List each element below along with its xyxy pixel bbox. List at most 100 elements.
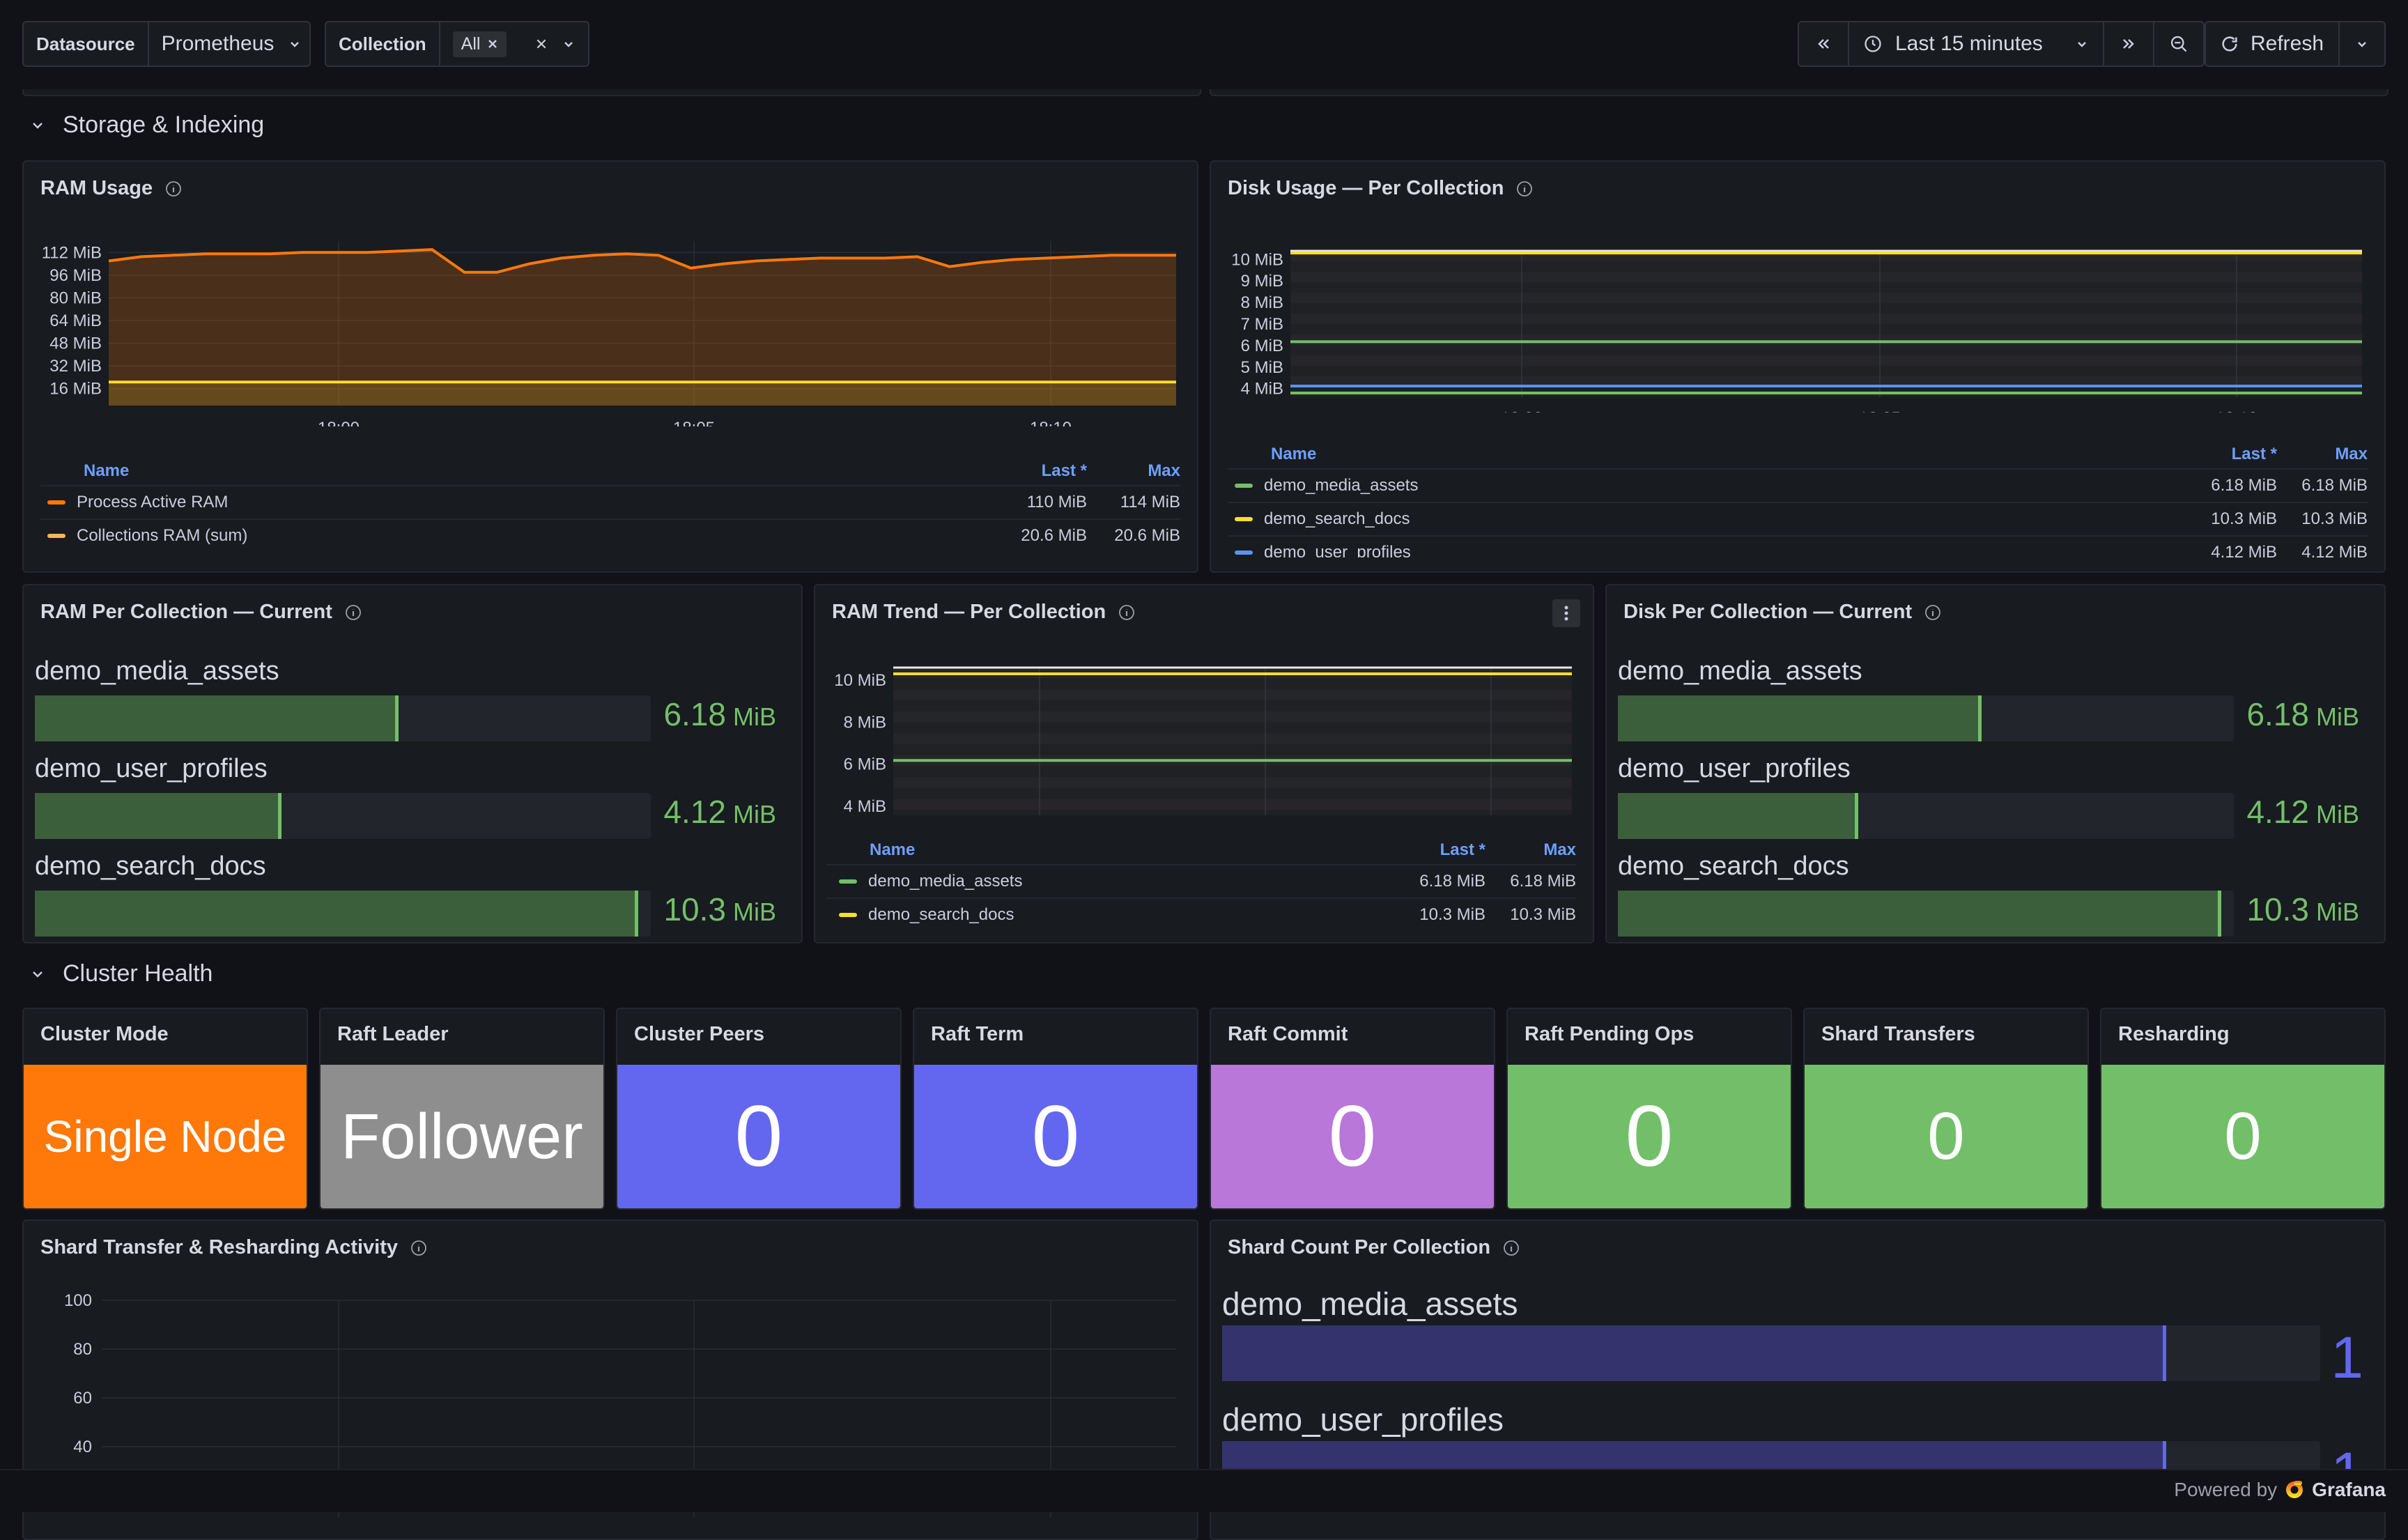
panel-title-text: Shard Count Per Collection: [1228, 1236, 1491, 1258]
legend-last-header[interactable]: Last *: [2231, 445, 2277, 463]
row-storage-indexing[interactable]: Storage & Indexing: [31, 111, 264, 139]
legend-max-header[interactable]: Max: [2335, 445, 2368, 463]
bar-track: [35, 793, 651, 839]
legend-table: Name Last * Max Process Active RAM 110 M…: [40, 457, 1180, 552]
series-line: [108, 248, 1176, 274]
info-icon[interactable]: [345, 604, 362, 621]
chevron-down-icon: [2078, 42, 2086, 47]
info-icon[interactable]: [1924, 604, 1941, 621]
chevron-down-icon: [291, 42, 300, 47]
y-tick-label: 6 MiB: [844, 755, 886, 774]
band: [893, 810, 1572, 815]
bar-label: demo_search_docs: [1618, 852, 1849, 881]
y-tick-label: 6 MiB: [1241, 337, 1283, 355]
legend-row[interactable]: demo_user_profiles 4.12 MiB 4.12 MiB: [1228, 537, 2368, 557]
legend-row[interactable]: demo_media_assets 6.18 MiB 6.18 MiB: [1228, 470, 2368, 503]
info-icon[interactable]: [410, 1240, 427, 1256]
close-icon[interactable]: [487, 38, 498, 49]
bar-value: 6.18 MiB: [2246, 695, 2359, 733]
bar-fill: [35, 793, 281, 839]
legend-name-header[interactable]: Name: [870, 840, 916, 859]
legend-last-value: 6.18 MiB: [1419, 872, 1485, 891]
legend-last-value: 10.3 MiB: [2211, 509, 2277, 528]
y-tick-label: 10 MiB: [834, 671, 886, 690]
powered-by[interactable]: Powered by Grafana: [2174, 1479, 2386, 1501]
bar-label: demo_user_profiles: [35, 754, 268, 783]
legend-row[interactable]: Process Active RAM 110 MiB 114 MiB: [40, 486, 1180, 520]
disk-usage-chart[interactable]: 10 MiB 9 MiB 8 MiB 7 MiB 6 MiB 5 MiB 4 MiB 18:0…: [1211, 231, 2386, 413]
info-icon[interactable]: [1516, 180, 1533, 197]
legend-last-header[interactable]: Last *: [1041, 461, 1087, 480]
datasource-picker[interactable]: Datasource Prometheus: [22, 21, 311, 67]
panel-title: Disk Usage — Per Collection: [1228, 177, 1533, 200]
time-controls: Last 15 minutes: [1798, 21, 2205, 67]
panel-title: Shard Count Per Collection: [1228, 1236, 1520, 1259]
stat-value-box: 0: [914, 1065, 1197, 1208]
bar-value-unit: MiB: [2309, 702, 2359, 731]
bar-fill: [35, 891, 639, 937]
refresh-interval-picker[interactable]: [2338, 22, 2384, 66]
panel-title-text: RAM Usage: [40, 177, 153, 199]
legend-max-value: 10.3 MiB: [1510, 905, 1576, 924]
y-tick-label: 100: [64, 1291, 92, 1310]
zoom-out-button[interactable]: [2153, 22, 2203, 66]
panel-menu-button[interactable]: [1552, 599, 1580, 627]
band: [893, 787, 1572, 799]
legend-name-header[interactable]: Name: [84, 461, 130, 480]
x-tick-label: 18:05: [673, 419, 715, 426]
series-swatch: [1235, 484, 1253, 488]
stat-value: Single Node: [43, 1111, 287, 1162]
collection-picker[interactable]: Collection All: [325, 21, 589, 67]
refresh-button[interactable]: Refresh: [2206, 22, 2338, 66]
time-range-picker[interactable]: Last 15 minutes: [1848, 22, 2103, 66]
bar-value: 10.3 MiB: [2246, 891, 2359, 928]
legend-row[interactable]: demo_search_docs 10.3 MiB 10.3 MiB: [826, 899, 1576, 931]
stat-title: Raft Commit: [1228, 1023, 1348, 1045]
info-icon[interactable]: [1118, 604, 1135, 621]
stat-panel: Shard Transfers 0: [1803, 1008, 2089, 1210]
time-shift-forward-button[interactable]: [2103, 22, 2153, 66]
band: [1290, 261, 2362, 272]
series-swatch: [839, 913, 857, 917]
stat-panel: Raft Leader Follower: [319, 1008, 605, 1210]
ram-usage-chart[interactable]: 112 MiB 96 MiB 80 MiB 64 MiB 48 MiB 32 MiB 16 …: [24, 231, 1198, 426]
series-swatch: [1235, 517, 1253, 521]
series-swatch: [1235, 550, 1253, 555]
row-cluster-health[interactable]: Cluster Health: [31, 960, 213, 987]
clock-icon: [1865, 36, 1881, 52]
legend-max-value: 6.18 MiB: [1510, 872, 1576, 891]
legend-row[interactable]: demo_media_assets 6.18 MiB 6.18 MiB: [826, 865, 1576, 899]
stat-panel: Raft Term 0: [913, 1008, 1198, 1210]
series-area: [109, 249, 1176, 406]
x-tick-label: 18:10: [2216, 409, 2258, 413]
clear-icon[interactable]: [535, 38, 548, 50]
legend-max-header[interactable]: Max: [1148, 461, 1180, 480]
collection-tag[interactable]: All: [452, 31, 507, 57]
band: [893, 700, 1572, 711]
time-shift-back-button[interactable]: [1799, 22, 1848, 66]
chevron-down-icon: [33, 122, 43, 129]
refresh-control: Refresh: [2205, 21, 2386, 67]
stat-value-box: 0: [1211, 1065, 1494, 1208]
bar-label: demo_user_profiles: [1618, 754, 1851, 783]
bar-value-unit: MiB: [2309, 800, 2359, 829]
legend-last-header[interactable]: Last *: [1440, 840, 1485, 859]
info-icon[interactable]: [165, 180, 182, 197]
bar-value: 4.12 MiB: [663, 793, 776, 831]
legend-max-value: 20.6 MiB: [1114, 526, 1180, 545]
bar-value-unit: MiB: [2309, 898, 2359, 926]
legend-name-header[interactable]: Name: [1271, 445, 1317, 463]
ram-usage-panel: RAM Usage 112 MiB 96 MiB 80 MiB 64 MiB 48 Mi…: [22, 160, 1198, 573]
x-tick-label: 18:05: [1859, 409, 1901, 413]
bar-value-number: 4.12: [2246, 794, 2309, 830]
stat-value-box: 0: [2101, 1065, 2384, 1208]
legend-row[interactable]: Collections RAM (sum) 20.6 MiB 20.6 MiB: [40, 520, 1180, 552]
y-tick-label: 4 MiB: [1241, 380, 1283, 399]
stat-panel: Cluster Peers 0: [616, 1008, 902, 1210]
info-icon[interactable]: [1503, 1240, 1520, 1256]
band: [893, 733, 1572, 744]
legend-max-header[interactable]: Max: [1543, 840, 1576, 859]
legend-row[interactable]: demo_search_docs 10.3 MiB 10.3 MiB: [1228, 503, 2368, 537]
bar-value-number: 10.3: [2246, 891, 2309, 927]
